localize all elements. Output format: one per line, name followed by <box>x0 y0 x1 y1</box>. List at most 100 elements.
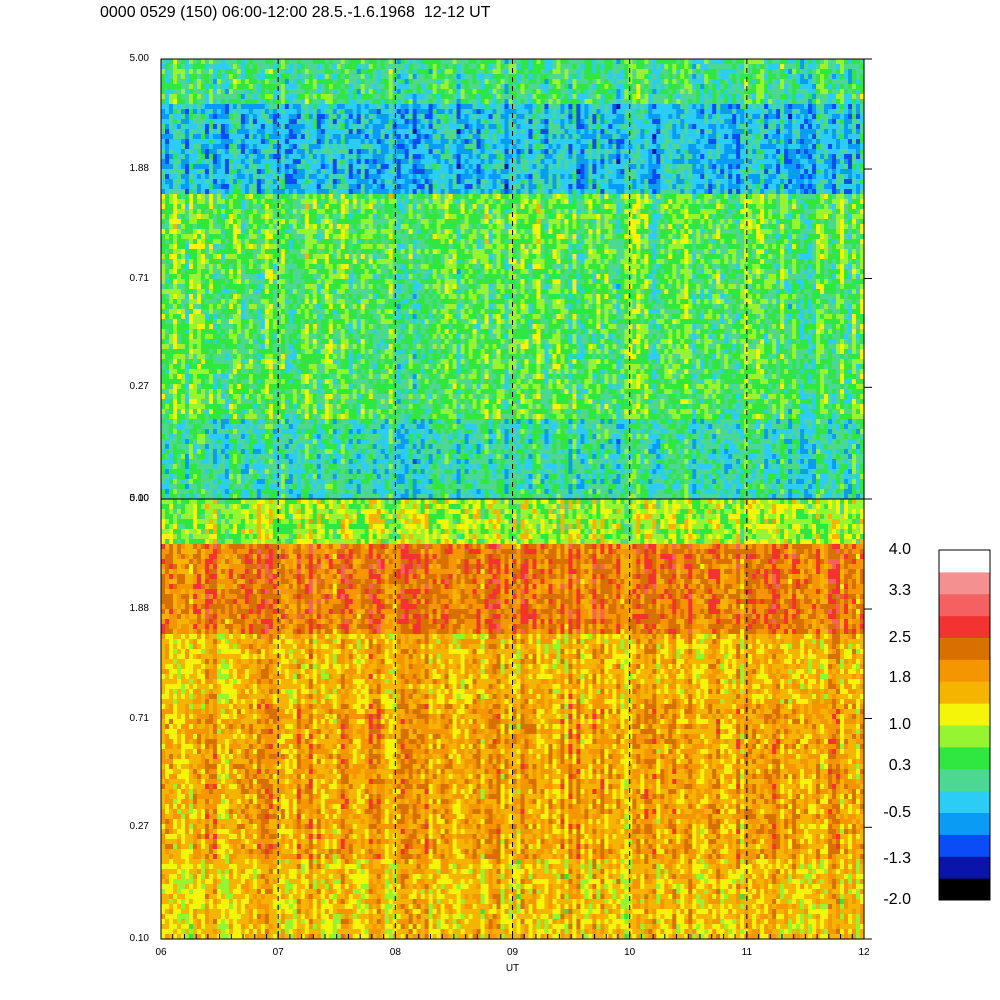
heatmap-cell <box>512 174 518 180</box>
heatmap-cell <box>396 84 402 90</box>
heatmap-cell <box>688 174 693 180</box>
heatmap-cell <box>724 164 729 170</box>
heatmap-cell <box>344 134 350 140</box>
heatmap-cell <box>700 129 705 135</box>
heatmap-cell <box>852 174 857 180</box>
heatmap-cell <box>792 124 797 130</box>
heatmap-cell <box>380 134 386 140</box>
heatmap-cell <box>620 104 625 110</box>
heatmap-cell <box>856 154 861 160</box>
heatmap-cell <box>608 79 613 85</box>
heatmap-cell <box>496 94 502 100</box>
heatmap-cell <box>480 184 486 190</box>
heatmap-cell <box>376 199 382 205</box>
heatmap-cell <box>228 174 234 180</box>
heatmap-cell <box>756 144 761 150</box>
heatmap-cell <box>668 129 673 135</box>
heatmap-cell <box>332 109 338 115</box>
heatmap-cell <box>476 79 482 85</box>
heatmap-cell <box>484 104 490 110</box>
heatmap-cell <box>836 94 841 100</box>
heatmap-cell <box>336 109 342 115</box>
heatmap-cell <box>236 179 242 185</box>
heatmap-cell <box>164 104 170 110</box>
heatmap-cell <box>556 144 562 150</box>
heatmap-cell <box>276 114 282 120</box>
heatmap-cell <box>308 84 314 90</box>
heatmap-cell <box>788 114 793 120</box>
heatmap-cell <box>336 84 342 90</box>
heatmap-cell <box>161 119 166 125</box>
heatmap-cell <box>416 144 422 150</box>
heatmap-cell <box>360 164 366 170</box>
heatmap-cell <box>480 174 486 180</box>
heatmap-cell <box>280 149 286 155</box>
heatmap-cell <box>324 174 330 180</box>
heatmap-cell <box>316 79 322 85</box>
heatmap-cell <box>716 84 721 90</box>
heatmap-cell <box>764 59 769 65</box>
heatmap-cell <box>260 94 266 100</box>
heatmap-cell <box>408 109 414 115</box>
heatmap-cell <box>532 184 538 190</box>
heatmap-cell <box>284 84 290 90</box>
heatmap-cell <box>176 99 182 105</box>
heatmap-cell <box>320 64 326 70</box>
heatmap-cell <box>484 184 490 190</box>
heatmap-cell <box>860 184 865 190</box>
heatmap-cell <box>612 149 617 155</box>
heatmap-cell <box>376 179 382 185</box>
heatmap-cell <box>161 179 166 185</box>
heatmap-cell <box>684 64 689 70</box>
heatmap-cell <box>708 174 713 180</box>
heatmap-cell <box>520 89 526 95</box>
heatmap-cell <box>236 69 242 75</box>
heatmap-cell <box>512 109 518 115</box>
heatmap-cell <box>532 149 538 155</box>
heatmap-cell <box>660 154 665 160</box>
heatmap-cell <box>400 134 406 140</box>
heatmap-cell <box>176 149 182 155</box>
heatmap-cell <box>484 179 490 185</box>
heatmap-cell <box>408 124 414 130</box>
heatmap-cell <box>412 69 418 75</box>
heatmap-cell <box>336 74 342 80</box>
heatmap-cell <box>808 119 813 125</box>
heatmap-cell <box>344 194 350 200</box>
heatmap-cell <box>672 94 677 100</box>
heatmap-cell <box>724 144 729 150</box>
heatmap-cell <box>636 94 641 100</box>
heatmap-cell <box>752 69 757 75</box>
heatmap-cell <box>220 194 226 200</box>
heatmap-cell <box>648 189 653 195</box>
heatmap-cell <box>520 64 526 70</box>
heatmap-cell <box>732 179 737 185</box>
heatmap-cell <box>808 104 813 110</box>
heatmap-cell <box>176 164 182 170</box>
heatmap-cell <box>248 79 254 85</box>
heatmap-cell <box>212 139 218 145</box>
heatmap-cell <box>592 144 597 150</box>
heatmap-cell <box>204 194 210 200</box>
heatmap-cell <box>360 129 366 135</box>
heatmap-cell <box>328 114 334 120</box>
heatmap-cell <box>568 139 574 145</box>
heatmap-cell <box>704 164 709 170</box>
heatmap-cell <box>268 109 274 115</box>
heatmap-cell <box>444 149 450 155</box>
heatmap-cell <box>456 124 462 130</box>
heatmap-cell <box>732 149 737 155</box>
heatmap-cell <box>676 194 681 200</box>
heatmap-cell <box>480 89 486 95</box>
heatmap-cell <box>584 59 589 65</box>
heatmap-cell <box>220 94 226 100</box>
heatmap-cell <box>312 89 318 95</box>
heatmap-cell <box>288 174 294 180</box>
heatmap-cell <box>164 109 170 115</box>
heatmap-cell <box>304 154 310 160</box>
heatmap-cell <box>564 194 570 200</box>
heatmap-cell <box>720 149 725 155</box>
heatmap-cell <box>672 64 677 70</box>
heatmap-cell <box>544 89 550 95</box>
